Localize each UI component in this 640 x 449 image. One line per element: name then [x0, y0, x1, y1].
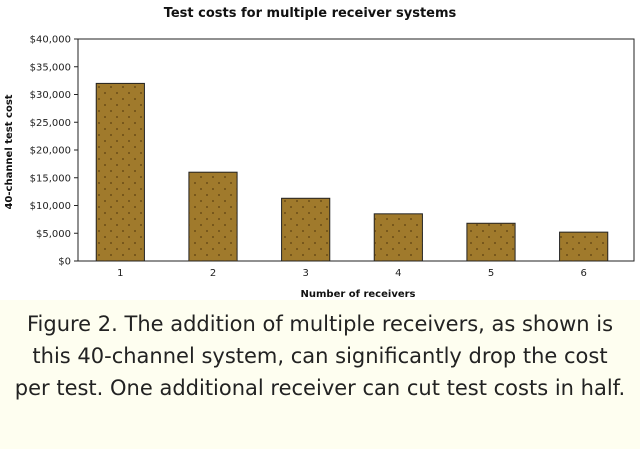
y-tick-label: $20,000 — [30, 146, 71, 157]
plot-frame — [77, 38, 635, 262]
y-axis: $0 $5,000 $10,000 $15,000 $20,000 $25,000 $30,… — [30, 35, 78, 268]
x-tick-label: 5 — [488, 268, 494, 279]
y-tick-label: $0 — [58, 257, 71, 268]
y-tick-label: $25,000 — [30, 118, 71, 129]
y-tick-label: $5,000 — [36, 229, 71, 240]
chart-area: Test costs for multiple receiver systems… — [0, 0, 640, 300]
x-tick-label: 2 — [210, 268, 216, 279]
y-tick-label: $40,000 — [30, 35, 71, 46]
x-tick-label: 6 — [580, 268, 586, 279]
y-tick-label: $15,000 — [30, 173, 71, 184]
bar-texture — [466, 223, 516, 261]
bar-texture — [96, 83, 145, 262]
y-tick-label: $30,000 — [30, 90, 71, 101]
x-axis-title: Number of receivers — [301, 289, 416, 300]
y-tick-label: $35,000 — [30, 62, 71, 73]
bar-texture — [281, 198, 330, 261]
y-tick-label: $10,000 — [30, 201, 71, 212]
bar-texture — [188, 172, 238, 261]
y-axis-title: 40-channel test cost — [4, 94, 15, 209]
bar-texture — [374, 213, 423, 261]
x-tick-label: 1 — [117, 268, 123, 279]
x-tick-label: 4 — [395, 268, 401, 279]
x-tick-label: 3 — [302, 268, 308, 279]
bar-chart: Test costs for multiple receiver systems… — [4, 6, 635, 300]
bar-texture — [559, 232, 608, 261]
x-axis: 1 2 3 4 5 6 — [117, 268, 587, 279]
bars — [95, 82, 609, 262]
figure-caption: Figure 2. The addition of multiple recei… — [0, 304, 640, 449]
chart-title: Test costs for multiple receiver systems — [164, 6, 457, 21]
